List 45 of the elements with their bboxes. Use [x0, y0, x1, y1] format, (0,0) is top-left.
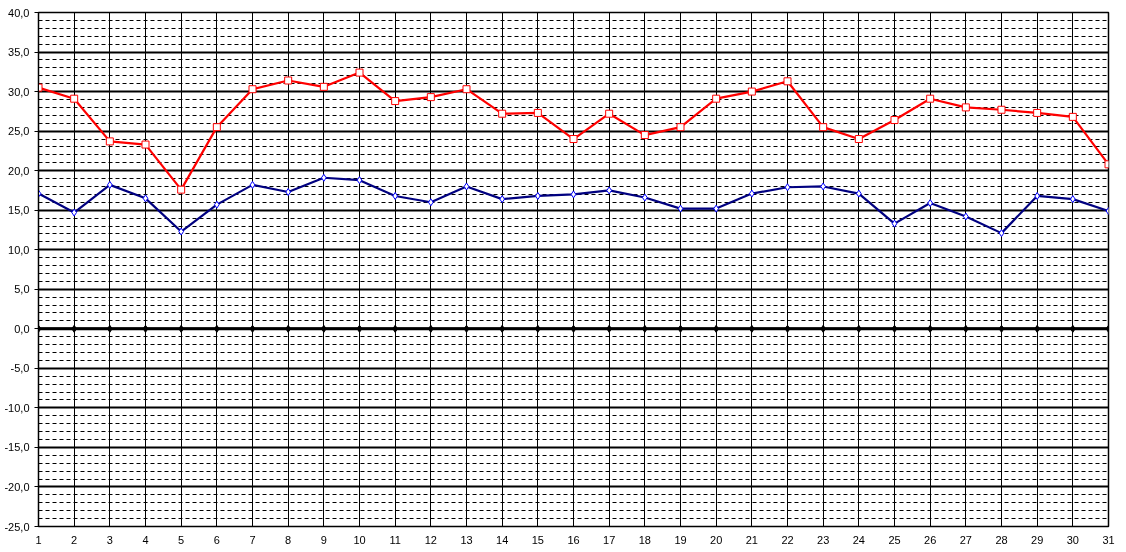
x-tick-label: 7	[249, 533, 256, 546]
x-tick-label: 28	[995, 533, 1008, 546]
x-tick-label: 6	[213, 533, 220, 546]
x-tick-label: 17	[603, 533, 616, 546]
x-tick-label: 18	[638, 533, 651, 546]
y-tick-label: -25,0	[4, 520, 30, 533]
y-tick-label: -5,0	[10, 362, 30, 375]
x-tick-label: 2	[71, 533, 78, 546]
x-tick-label: 9	[320, 533, 327, 546]
x-tick-label: 8	[285, 533, 292, 546]
x-tick-label: 26	[924, 533, 937, 546]
x-tick-label: 22	[781, 533, 794, 546]
x-tick-label: 4	[142, 533, 149, 546]
y-tick-label: -10,0	[4, 401, 30, 414]
x-tick-label: 24	[852, 533, 865, 546]
y-tick-label: -15,0	[4, 441, 30, 454]
y-tick-label: 35,0	[8, 46, 30, 59]
x-tick-label: 29	[1031, 533, 1044, 546]
x-tick-label: 31	[1102, 533, 1115, 546]
x-tick-label: 21	[745, 533, 758, 546]
x-tick-label: 27	[959, 533, 972, 546]
y-tick-label: 15,0	[8, 204, 30, 217]
x-tick-label: 20	[710, 533, 723, 546]
y-tick-label: 5,0	[14, 283, 30, 296]
x-tick-label: 1	[35, 533, 42, 546]
y-tick-label: 40,0	[8, 6, 30, 19]
x-tick-label: 25	[888, 533, 901, 546]
x-tick-label: 16	[567, 533, 580, 546]
y-tick-label: 0,0	[14, 322, 30, 335]
x-tick-label: 13	[460, 533, 473, 546]
x-tick-label: 30	[1066, 533, 1079, 546]
x-tick-label: 23	[817, 533, 830, 546]
x-tick-label: 14	[496, 533, 509, 546]
y-tick-label: 25,0	[8, 125, 30, 138]
y-tick-label: 10,0	[8, 243, 30, 256]
x-tick-label: 11	[389, 533, 401, 546]
x-tick-label: 10	[353, 533, 366, 546]
y-tick-label: 20,0	[8, 164, 30, 177]
x-tick-label: 12	[424, 533, 437, 546]
x-tick-label: 19	[674, 533, 687, 546]
x-tick-label: 5	[178, 533, 185, 546]
y-tick-label: 30,0	[8, 85, 30, 98]
x-tick-label: 3	[106, 533, 113, 546]
y-tick-label: -20,0	[4, 480, 30, 493]
x-tick-label: 15	[531, 533, 544, 546]
